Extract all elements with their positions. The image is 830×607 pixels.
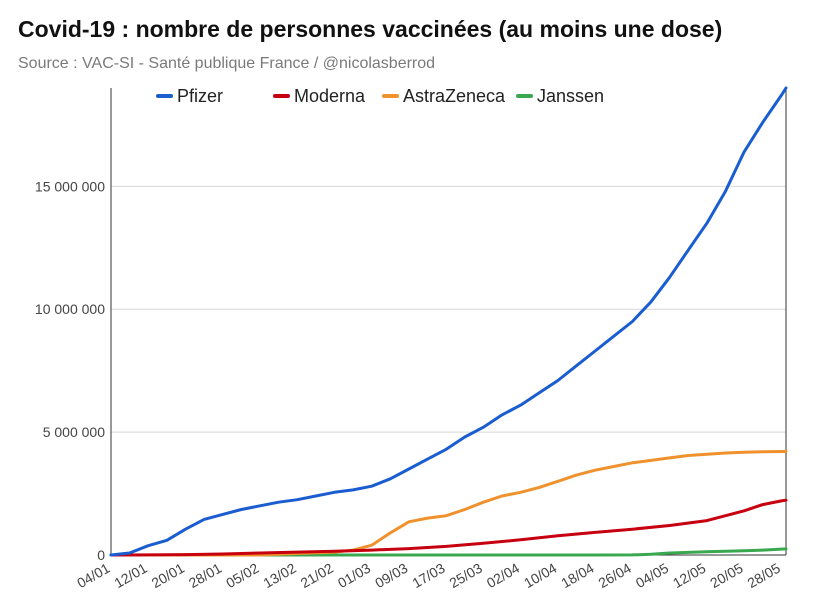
x-tick-label: 17/03 bbox=[409, 560, 448, 591]
x-tick-label: 10/04 bbox=[521, 560, 560, 591]
x-tick-label: 26/04 bbox=[596, 560, 635, 591]
legend: Pfizer Moderna AstraZeneca Janssen bbox=[156, 86, 604, 106]
chart-subtitle: Source : VAC-SI - Santé publique France … bbox=[18, 55, 436, 72]
x-tick-label: 21/02 bbox=[298, 560, 337, 591]
chart-title: Covid-19 : nombre de personnes vaccinées… bbox=[18, 16, 723, 42]
y-tick-label: 10 000 000 bbox=[35, 301, 105, 317]
x-tick-label: 20/05 bbox=[707, 560, 746, 591]
x-tick-label: 20/01 bbox=[149, 560, 188, 591]
x-tick-label: 13/02 bbox=[260, 560, 299, 591]
series-line-astrazeneca bbox=[109, 450, 788, 557]
x-tick-label: 12/05 bbox=[670, 560, 709, 591]
x-tick-label: 05/02 bbox=[223, 560, 262, 591]
x-tick-label: 01/03 bbox=[335, 560, 374, 591]
series-line-moderna bbox=[109, 498, 788, 557]
legend-label-pfizer: Pfizer bbox=[177, 86, 223, 106]
y-axis-ticks: 0 5 000 000 10 000 000 15 000 000 bbox=[35, 178, 105, 563]
x-tick-label: 02/04 bbox=[484, 560, 523, 591]
y-tick-label: 0 bbox=[97, 547, 105, 563]
x-tick-label: 28/01 bbox=[186, 560, 225, 591]
x-tick-label: 09/03 bbox=[372, 560, 411, 591]
series-lines bbox=[109, 86, 788, 557]
series-line-janssen bbox=[109, 547, 788, 557]
grid-lines bbox=[111, 185, 786, 433]
axes bbox=[110, 88, 787, 556]
series-line-pfizer bbox=[109, 86, 788, 557]
x-tick-label: 28/05 bbox=[744, 560, 783, 591]
x-axis-ticks: 04/0112/0120/0128/0105/0213/0221/0201/03… bbox=[74, 560, 783, 591]
x-tick-label: 25/03 bbox=[447, 560, 486, 591]
legend-label-janssen: Janssen bbox=[537, 86, 604, 106]
legend-label-astrazeneca: AstraZeneca bbox=[403, 86, 506, 106]
x-tick-label: 04/05 bbox=[633, 560, 672, 591]
x-tick-label: 18/04 bbox=[558, 560, 597, 591]
legend-label-moderna: Moderna bbox=[294, 86, 366, 106]
x-tick-label: 12/01 bbox=[111, 560, 150, 591]
y-tick-label: 5 000 000 bbox=[43, 424, 105, 440]
x-tick-label: 04/01 bbox=[74, 560, 113, 591]
y-tick-label: 15 000 000 bbox=[35, 178, 105, 194]
